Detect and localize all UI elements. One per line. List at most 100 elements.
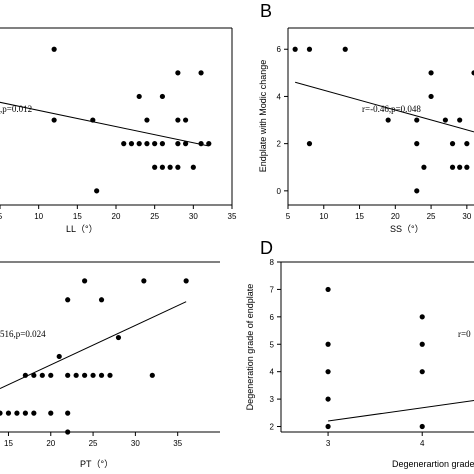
data-point [175, 164, 181, 170]
y-tick-label: 2 [277, 140, 282, 149]
x-tick-label: 10 [34, 212, 43, 221]
correlation-annotation: r=0 [458, 329, 471, 339]
data-point [449, 141, 456, 147]
data-point [98, 297, 105, 303]
x-tick-label: 25 [89, 439, 98, 448]
data-point [428, 70, 434, 76]
data-point [48, 372, 54, 378]
data-point [190, 164, 196, 170]
regression-line [295, 81, 474, 133]
data-point [144, 117, 150, 123]
data-point [471, 70, 474, 76]
panel-letter: B [260, 1, 272, 21]
scatter-panel-b-ss: 5 10 15 20 25 30 0 2 4 6 r=-0.46,p=0.048 SS（°） Endpl… [258, 1, 474, 234]
correlation-annotation: ,p=0.012 [0, 104, 32, 114]
data-point [152, 141, 158, 147]
x-axis-label: SS（°） [390, 224, 424, 234]
data-point [56, 353, 62, 360]
x-tick-label: 25 [150, 212, 159, 221]
data-point [385, 117, 391, 123]
data-point [141, 278, 147, 284]
regression-line [328, 399, 474, 422]
data-point [94, 188, 100, 194]
x-tick-label: 20 [112, 212, 121, 221]
data-point [82, 372, 88, 378]
data-point [14, 410, 20, 416]
data-point [419, 369, 425, 375]
y-tick-label: 0 [277, 187, 282, 196]
data-point [198, 70, 204, 76]
data-point [22, 410, 28, 416]
data-point [159, 93, 165, 100]
x-tick-label: 35 [228, 212, 237, 221]
data-point [82, 278, 88, 284]
x-axis-label: PT（°） [80, 459, 113, 469]
data-point [152, 164, 158, 170]
x-tick-label: 15 [4, 439, 13, 448]
x-tick-label: 3 [326, 439, 331, 448]
data-point [183, 141, 189, 147]
data-point [419, 423, 425, 430]
y-tick-label: 6 [270, 313, 275, 322]
x-tick-label: 10 [319, 212, 328, 221]
data-point [421, 164, 427, 170]
data-point [31, 410, 37, 416]
x-tick-label: 15 [73, 212, 82, 221]
data-point [325, 396, 331, 402]
x-tick-label: 5 [286, 212, 291, 221]
correlation-annotation: r=-0.46,p=0.048 [362, 104, 421, 114]
y-tick-label: 7 [270, 285, 275, 294]
y-tick-label: 2 [270, 423, 275, 432]
data-point [306, 141, 313, 147]
regression-line [0, 101, 209, 147]
y-tick-label: 3 [270, 395, 275, 404]
data-point [51, 46, 57, 52]
data-point [115, 334, 122, 341]
regression-line [0, 301, 187, 390]
correlation-annotation: 516,p=0.024 [0, 329, 46, 339]
data-point [90, 372, 96, 378]
data-point [65, 429, 71, 435]
data-point [325, 423, 331, 430]
x-tick-label: 30 [462, 212, 471, 221]
data-point [136, 141, 142, 147]
y-tick-label: 8 [270, 258, 275, 267]
data-point [292, 46, 298, 52]
data-point [65, 372, 71, 378]
data-point [183, 117, 189, 123]
data-point [457, 117, 463, 123]
x-tick-label: 4 [420, 439, 425, 448]
data-point [0, 410, 3, 416]
data-point [48, 410, 54, 416]
data-point [159, 141, 165, 147]
scatter-panel-ll: 5 10 15 20 25 30 35 ,p=0.012 LL（°） [0, 27, 237, 234]
x-tick-label: 30 [189, 212, 198, 221]
data-point [31, 372, 37, 378]
data-point [325, 286, 331, 293]
data-point [325, 341, 331, 347]
data-point [51, 117, 57, 123]
data-point [428, 93, 434, 100]
y-tick-label: 4 [270, 368, 275, 377]
y-tick-label: 6 [277, 45, 282, 54]
x-tick-label: 20 [46, 439, 55, 448]
data-point [414, 117, 420, 123]
data-point [175, 117, 181, 123]
data-point [325, 369, 331, 375]
x-tick-label: 15 [355, 212, 364, 221]
data-point [183, 278, 189, 284]
data-point [65, 410, 71, 416]
data-point [65, 297, 71, 303]
x-tick-label: 30 [131, 439, 140, 448]
data-point [464, 164, 470, 170]
data-point [39, 372, 45, 378]
data-point [167, 164, 173, 170]
data-point [128, 141, 135, 147]
data-point [206, 141, 212, 147]
data-point [90, 117, 96, 123]
data-point [175, 70, 181, 76]
data-point [5, 410, 12, 416]
data-point [414, 141, 420, 147]
data-point [449, 164, 456, 170]
